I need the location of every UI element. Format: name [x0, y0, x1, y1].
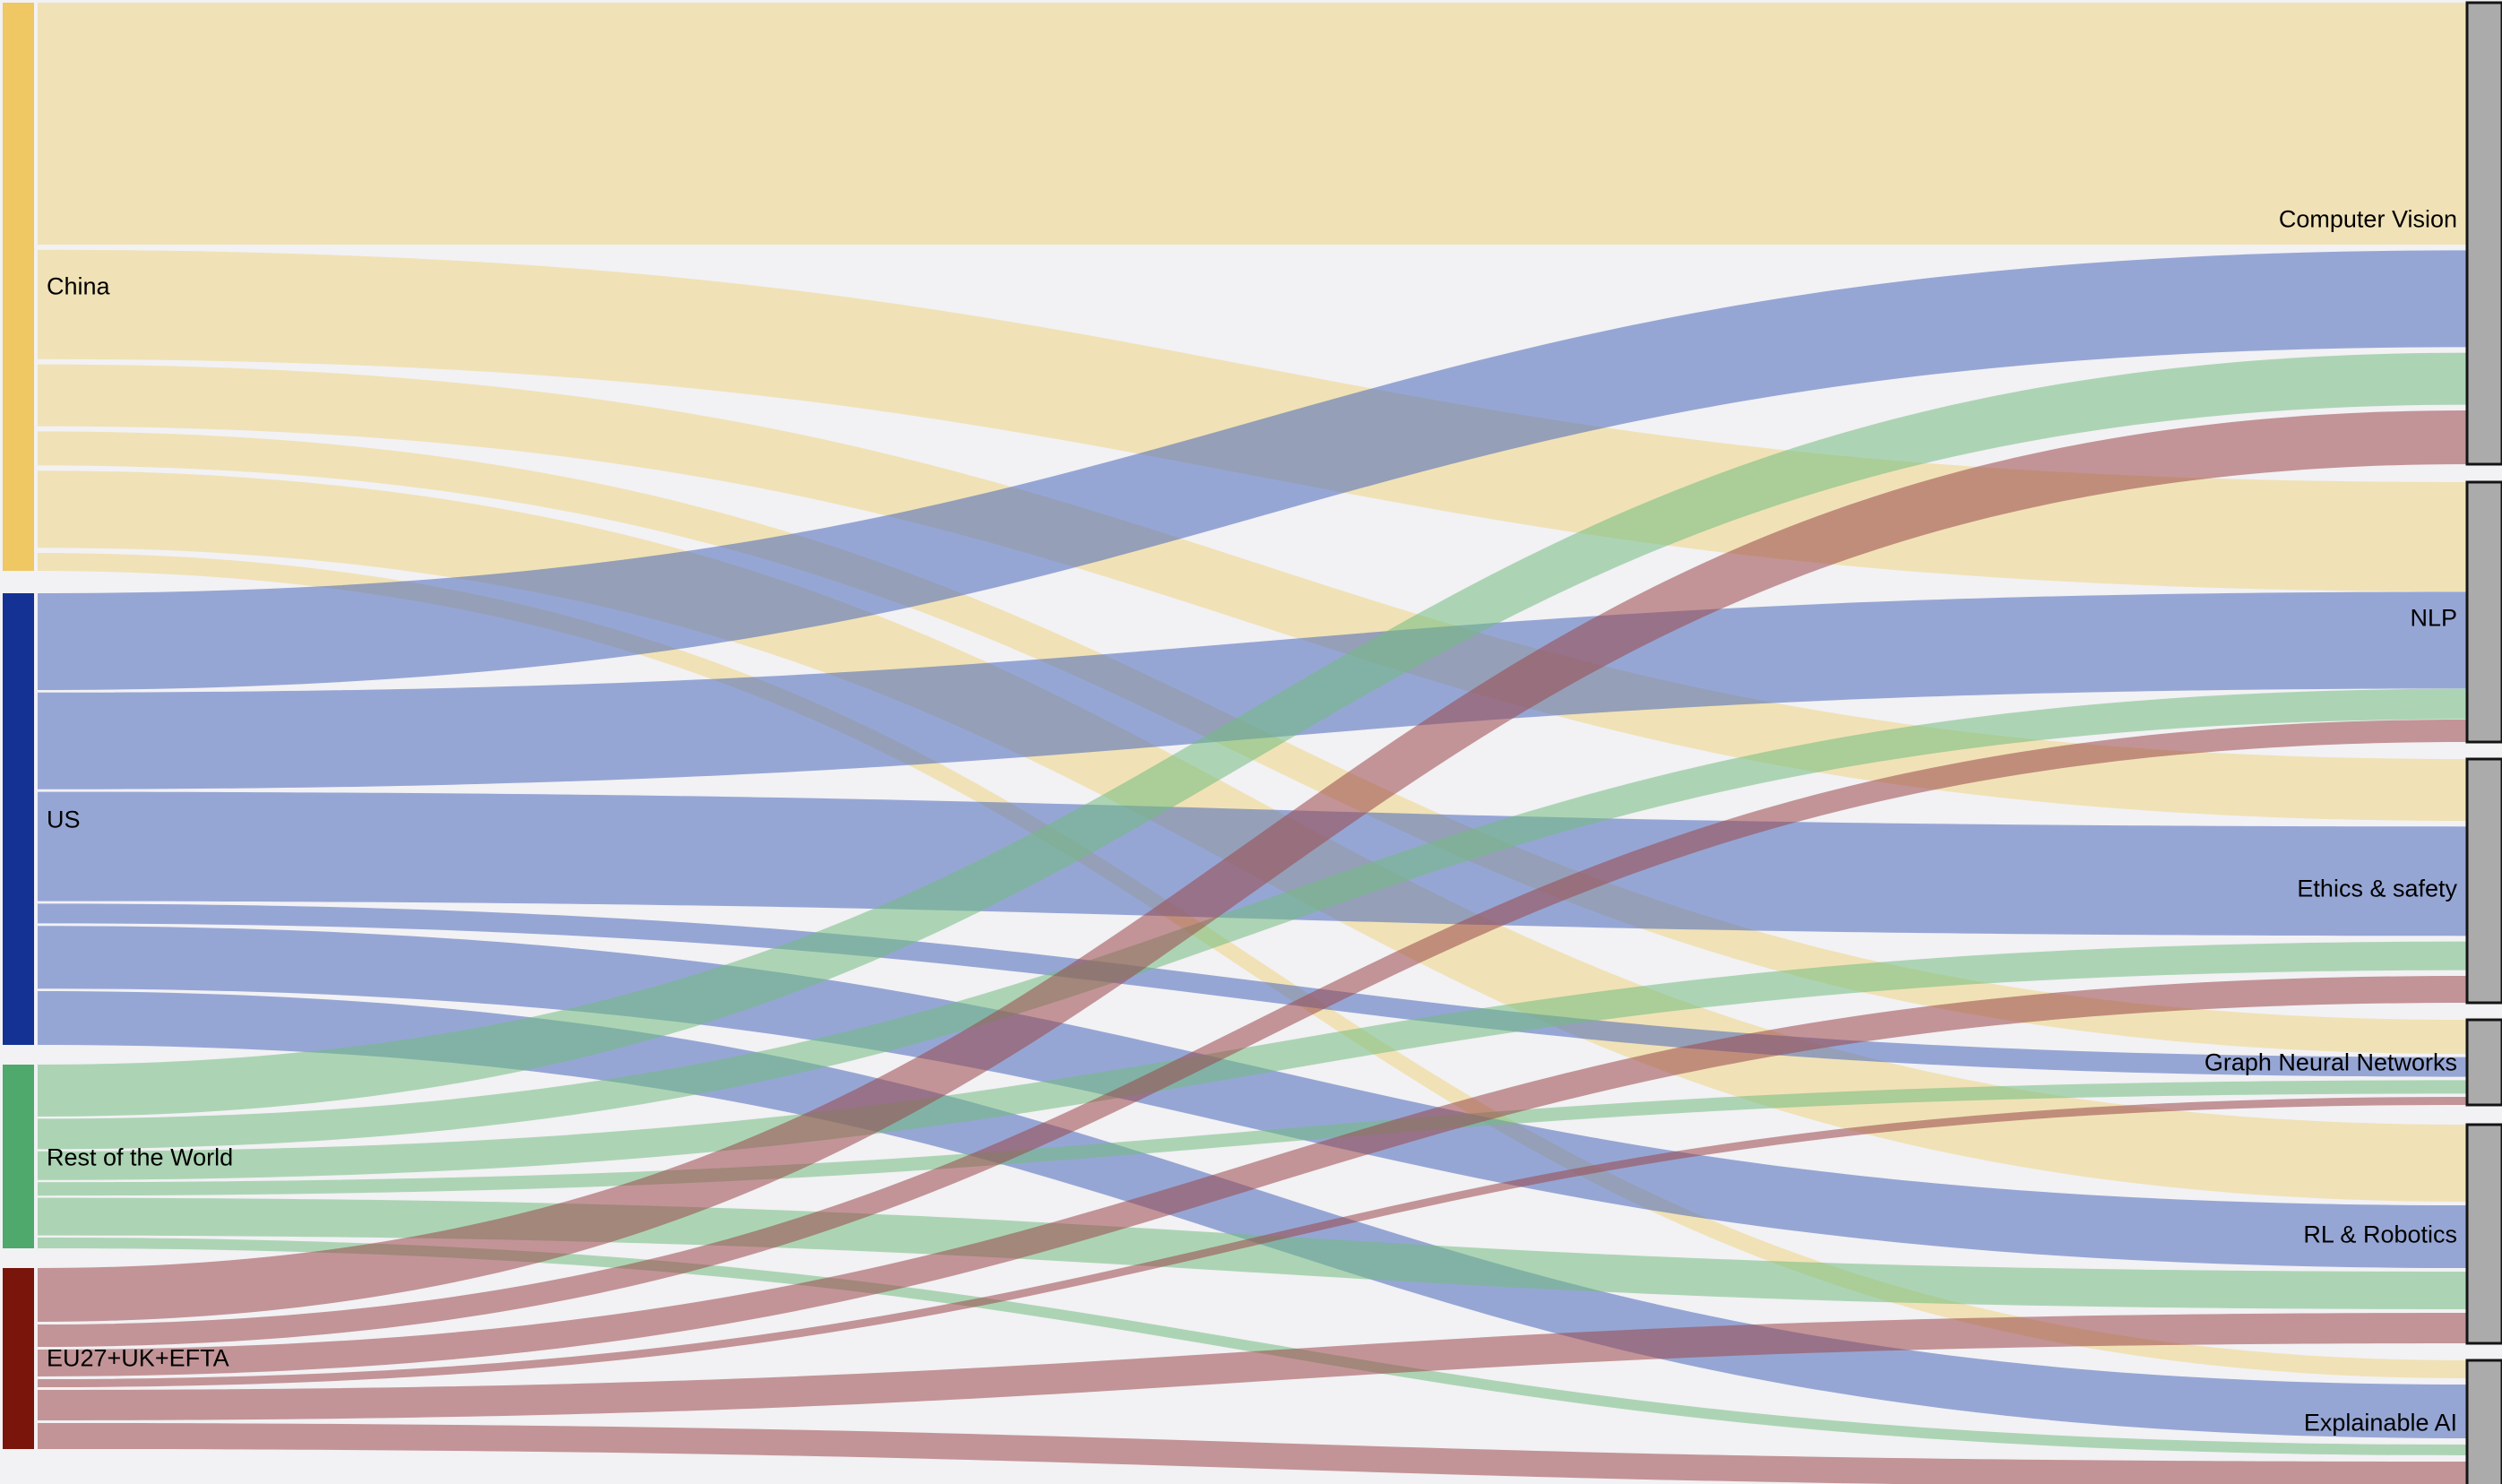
flow-row-cv[interactable] — [38, 352, 2467, 1117]
flow-us-nlp[interactable] — [38, 591, 2467, 789]
flow-us-xai[interactable] — [38, 991, 2467, 1438]
node-bar-china[interactable] — [3, 3, 34, 571]
flow-eu-gnn[interactable] — [38, 1097, 2467, 1387]
flow-row-gnn[interactable] — [38, 1080, 2467, 1196]
flow-eu-nlp[interactable] — [38, 720, 2467, 1347]
node-bar-nlp[interactable] — [2465, 480, 2502, 744]
node-bar-gnn[interactable] — [2465, 1018, 2502, 1107]
node-bar-cv[interactable] — [2465, 1, 2502, 466]
flow-us-cv[interactable] — [38, 250, 2467, 690]
flow-row-nlp[interactable] — [38, 688, 2467, 1150]
node-bar-xai[interactable] — [2465, 1359, 2502, 1484]
flow-row-xai[interactable] — [38, 1238, 2467, 1455]
flow-china-ethics[interactable] — [38, 364, 2467, 821]
node-bar-row[interactable] — [3, 1065, 34, 1248]
flow-eu-cv[interactable] — [38, 410, 2467, 1322]
flow-us-gnn[interactable] — [38, 903, 2467, 1077]
node-bar-eu[interactable] — [3, 1268, 34, 1449]
flow-row-ethics[interactable] — [38, 941, 2467, 1180]
node-bar-ethics[interactable] — [2465, 757, 2502, 1005]
flow-eu-rl[interactable] — [38, 1313, 2467, 1420]
node-bar-rl[interactable] — [2465, 1123, 2502, 1345]
flow-eu-ethics[interactable] — [38, 976, 2467, 1376]
flow-china-cv[interactable] — [38, 3, 2467, 245]
flow-eu-xai[interactable] — [38, 1423, 2467, 1484]
flow-china-xai[interactable] — [38, 553, 2467, 1378]
node-bar-us[interactable] — [3, 593, 34, 1045]
